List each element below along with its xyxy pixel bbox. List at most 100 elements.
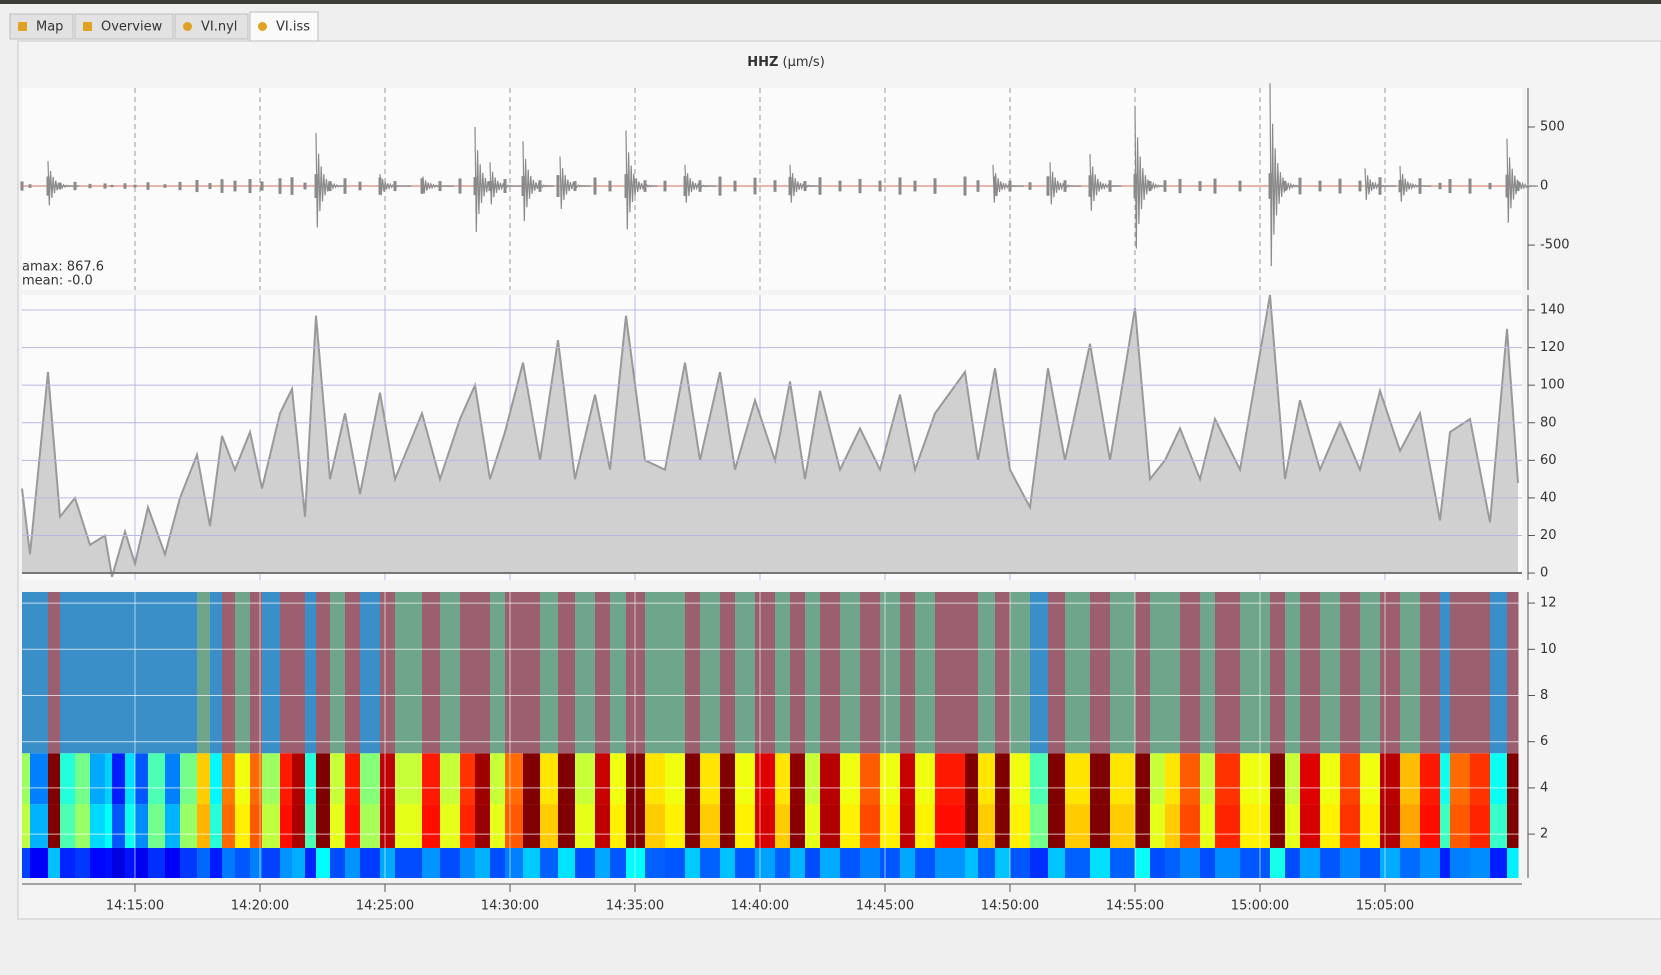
spectrogram-cell <box>1215 592 1241 754</box>
spectrogram-cell <box>112 592 126 754</box>
waveform-panel <box>22 88 1522 290</box>
spectrogram-cell <box>1048 592 1066 754</box>
spectrogram-cell <box>90 847 106 878</box>
spectrogram-cell <box>1380 847 1401 878</box>
spectrogram-cell <box>1360 753 1381 805</box>
spectrogram-cell <box>935 592 966 754</box>
spectrogram-cell <box>180 847 198 878</box>
spectrogram-cell <box>610 592 627 754</box>
spectrogram-cell <box>1340 847 1361 878</box>
spectrogram-cell <box>665 804 686 848</box>
spectrogram-cell <box>1360 592 1381 754</box>
spectrogram-cell <box>60 804 76 848</box>
spectrogram-cell <box>1470 847 1491 878</box>
spectrogram-cell <box>305 847 317 878</box>
spectrogram-cell <box>1270 592 1286 754</box>
spectrogram-cell <box>222 753 236 805</box>
spectrogram-cell <box>540 592 559 754</box>
spectrogram-cell <box>1285 847 1301 878</box>
spectrogram-cell <box>575 804 596 848</box>
spectrogram-cell <box>90 592 106 754</box>
spectrogram-cell <box>860 753 881 805</box>
spectrogram-cell <box>1400 804 1421 848</box>
spectrogram-cell <box>790 753 806 805</box>
spectrogram-cell <box>165 804 181 848</box>
tab-label: VI.nyl <box>201 20 237 35</box>
spectrogram-cell <box>1320 804 1341 848</box>
spectrogram-cell <box>720 592 736 754</box>
spectrogram-cell <box>665 847 686 878</box>
spectrogram-cell <box>995 753 1011 805</box>
spectrogram-cell <box>197 753 211 805</box>
spectrogram-cell <box>422 804 441 848</box>
spectrogram-cell <box>860 804 881 848</box>
y-tick-label: 12 <box>1540 596 1557 611</box>
spectrogram-cell <box>805 753 821 805</box>
spectrogram-cell <box>125 753 136 805</box>
spectrogram-cell <box>735 804 756 848</box>
spectrogram-cell <box>148 753 166 805</box>
spectrogram-cell <box>1180 592 1201 754</box>
tab[interactable]: VI.iss <box>249 11 319 42</box>
spectrogram-cell <box>595 847 611 878</box>
spectrogram-cell <box>222 592 236 754</box>
spectrogram-cell <box>1090 804 1111 848</box>
spectrogram-cell <box>1420 847 1441 878</box>
spectrogram-cell <box>292 847 306 878</box>
y-tick-label: 120 <box>1540 340 1565 355</box>
tab[interactable]: Map <box>9 13 74 40</box>
stat-label: mean: -0.0 <box>22 274 93 289</box>
spectrogram-cell <box>460 804 476 848</box>
spectrogram-cell <box>316 753 331 805</box>
waveform-event <box>379 174 412 196</box>
waveform-event <box>789 164 822 203</box>
spectrogram-cell <box>440 847 461 878</box>
spectrogram-cell <box>965 592 979 754</box>
waveform-event <box>489 162 522 205</box>
spectrogram-cell <box>790 804 806 848</box>
spectrogram-cell <box>626 753 646 805</box>
spectrogram-cell <box>610 847 627 878</box>
spectrogram-cell <box>1240 592 1271 754</box>
spectrogram-cell <box>165 847 181 878</box>
spectrogram-cell <box>48 753 61 805</box>
spectrogram-cell <box>490 592 506 754</box>
spectrogram-cell <box>1048 753 1066 805</box>
waveform-event <box>684 164 717 203</box>
spectrogram-cell <box>1420 592 1441 754</box>
spectrogram-cell <box>1470 804 1491 848</box>
spectrogram-cell <box>665 592 686 754</box>
y-tick-label: 2 <box>1540 827 1548 842</box>
tab[interactable]: Overview <box>74 13 174 40</box>
spectrogram-cell <box>235 847 251 878</box>
spectrogram-cell <box>1215 804 1241 848</box>
spectrogram-cell <box>250 753 263 805</box>
spectrogram-cell <box>700 804 721 848</box>
spectrogram-cell <box>125 847 136 878</box>
spectrogram-cell <box>395 753 423 805</box>
spectrogram-cell <box>610 753 627 805</box>
spectrogram-cell <box>755 753 776 805</box>
spectrogram-cell <box>1048 804 1066 848</box>
spectrogram-cell <box>475 804 491 848</box>
spectrogram-cell <box>1450 847 1471 878</box>
spectrogram-cell <box>558 804 576 848</box>
spectrogram-cell <box>345 804 361 848</box>
spectrogram-cell <box>135 753 149 805</box>
spectrogram-cell <box>305 804 317 848</box>
tab-label: VI.iss <box>276 20 310 35</box>
tab[interactable]: VI.nyl <box>174 13 249 40</box>
spectrogram-cell <box>235 753 251 805</box>
spectrogram-cell <box>180 592 198 754</box>
spectrogram-cell <box>700 592 721 754</box>
spectrogram-cell <box>22 847 31 878</box>
spectrogram-cell <box>210 804 223 848</box>
spectrogram-cell <box>1240 804 1271 848</box>
spectrogram-cell <box>860 847 881 878</box>
spectrogram-cell <box>1470 592 1491 754</box>
spectrogram-cell <box>558 847 576 878</box>
spectrogram-cell <box>595 804 611 848</box>
waveform-event <box>1269 83 1302 267</box>
spectrogram-cell <box>422 753 441 805</box>
spectrogram-cell <box>840 753 861 805</box>
